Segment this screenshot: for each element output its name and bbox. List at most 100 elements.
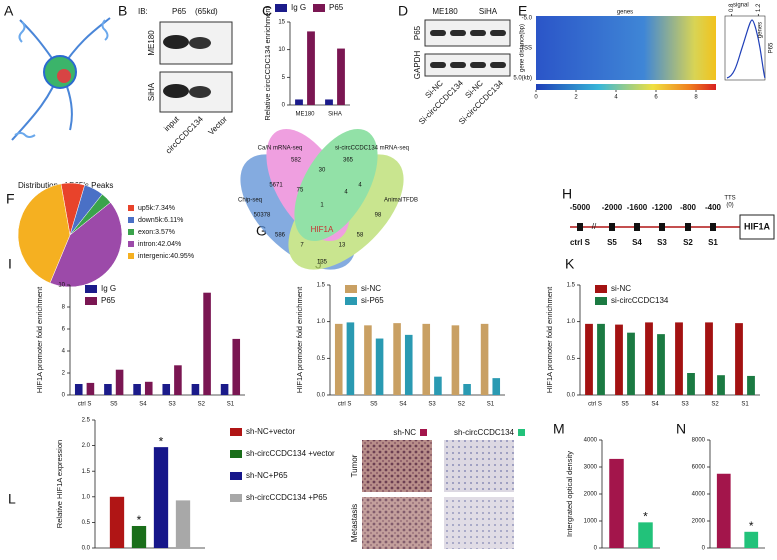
legend-label: sh-circCCDC134 +vector [246,449,335,458]
bar [162,384,171,395]
panel-label: E [518,3,527,19]
panel-label: A [4,3,14,19]
y-tick-label: 4 [62,349,66,355]
significance: * [749,519,754,533]
venn-count: 5671 [269,183,283,189]
venn-count: 30 [319,168,326,174]
x-tick-label: SiHA [328,112,342,118]
bar [307,31,315,106]
blot-row-label: P65 [413,25,422,40]
blot-lane-label: Vector [206,114,229,137]
y-tick-label: 1.0 [82,494,91,500]
gene-box [739,214,775,240]
blot-band [189,86,211,98]
legend-swatch [230,450,242,458]
x-tick-label: S2 [711,402,719,408]
x-tick-label: S1 [741,402,749,408]
x-tick-label: ME180 [295,112,315,118]
blot-band [163,35,189,49]
y-tick-label: 0 [282,103,286,109]
bar [325,99,333,105]
legend-label: sh-NC+vector [246,427,295,436]
bar [597,323,605,395]
site-label: S1 [708,238,718,247]
significance: * [159,434,164,448]
colorbar-tick-label: 2 [574,95,578,101]
x-tick-label: S1 [487,402,495,408]
profile-line [726,19,766,79]
legend-label: si-P65 [361,296,384,305]
legend-label: P65 [329,3,344,12]
x-tick-label: S2 [198,402,206,408]
position-label: -2000 [602,203,623,212]
blot-box [424,53,511,77]
bar [463,384,471,395]
position-label: -1200 [652,203,673,212]
venn-center: HIF1A [311,225,334,234]
venn-count: 75 [297,188,304,194]
colorbar-tick-label: 4 [614,95,618,101]
ihc-legend-swatch [420,429,427,436]
bar [434,376,442,395]
bar [232,338,241,395]
bar [451,325,460,395]
x-tick-label: S2 [458,402,466,408]
legend-swatch [85,297,97,305]
blot-size: (65kd) [195,7,218,16]
legend-swatch [345,297,357,305]
bar [115,369,124,395]
y-tick-label: 1.5 [567,283,576,289]
colorbar [536,84,716,90]
heatmap-row-label: 5.0(kb) [513,76,532,82]
y-tick-label: 0.0 [82,546,91,552]
bar [645,322,653,395]
bar [422,323,431,395]
venn-count: 4 [358,183,362,189]
blot-row-label: ME180 [147,30,156,56]
venn-count: 135 [317,260,328,266]
tts-label: TTS [724,196,735,202]
site-label: S2 [683,238,693,247]
ihc-image [444,440,514,492]
panel-label: D [398,3,408,19]
venn-set-label: Ca/N mRNA-seq [258,146,303,152]
bar [334,323,343,395]
venn-count: 98 [375,213,382,219]
legend-label: exon:3.57% [138,229,175,236]
legend-swatch [128,241,134,247]
legend-label: up5k:7.34% [138,205,175,212]
profile-legend: genes [758,22,764,38]
y-tick-label: 0 [702,546,706,552]
y-tick-label: 4000 [584,438,598,444]
x-tick-label: ctrl S [588,402,602,408]
legend-swatch [128,205,134,211]
site-marker [659,223,665,231]
legend-swatch [230,472,242,480]
y-tick-label: 10 [58,283,65,289]
bar [638,522,653,548]
x-tick-label: S3 [168,402,176,408]
y-tick-label: 0 [594,546,598,552]
panel-label: M [553,421,565,437]
legend-swatch [313,4,325,12]
heatmap-ylabel: gene distance(bp) [520,24,526,72]
y-tick-label: 5 [282,75,286,81]
blot-group: SiHA [479,7,498,16]
panel-label: I [8,256,12,272]
profile-tick-label: 1.2 [756,3,762,12]
y-tick-label: 0.0 [567,393,576,399]
legend-swatch [128,253,134,259]
bar [480,323,489,395]
legend-label: si-circCCDC134 [611,296,669,305]
venn-count: 586 [275,233,286,239]
x-tick-label: S4 [399,402,407,408]
ihc-row: Tumor [350,454,359,477]
y-tick-label: 15 [278,20,285,26]
x-tick-label: S3 [428,402,436,408]
bar [687,373,695,395]
heatmap-row-label: TSS [520,46,532,52]
venn [240,128,404,270]
ihc-image [444,497,514,549]
profile-title: signal [733,3,749,9]
y-axis-label: Intergrated optical density [565,451,574,537]
